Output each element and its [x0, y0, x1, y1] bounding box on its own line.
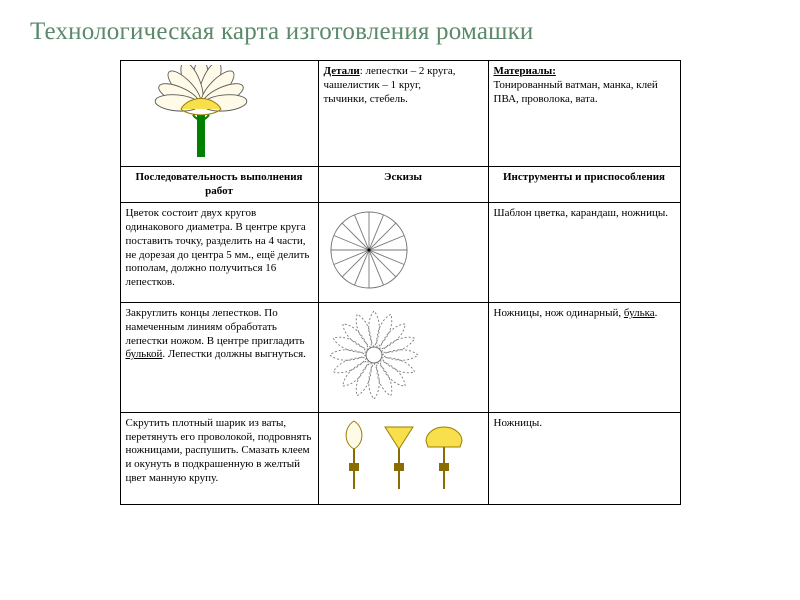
header-row: Последовательность выполнения работ Эски…	[120, 166, 680, 203]
top-row: Детали: лепестки – 2 круга, чашелистик –…	[120, 61, 680, 167]
details-label: Детали	[324, 65, 360, 77]
step2-seq-b: булькой	[126, 348, 163, 360]
page-title: Технологическая карта изготовления ромаш…	[30, 18, 770, 46]
flower-image-cell	[120, 61, 318, 167]
step3-sketch	[318, 412, 488, 504]
header-sketch: Эскизы	[318, 166, 488, 203]
daisy-illustration	[126, 65, 276, 157]
header-tools: Инструменты и приспособления	[488, 166, 680, 203]
step3-tools: Ножницы.	[488, 412, 680, 504]
step2-tools: Ножницы, нож одинарный, булька.	[488, 303, 680, 413]
step-row-1: Цветок состоит двух кругов одинакового д…	[120, 203, 680, 303]
step-row-2: Закруглить концы лепестков. По намеченны…	[120, 303, 680, 413]
header-seq: Последовательность выполнения работ	[120, 166, 318, 203]
radial-circle-sketch	[324, 207, 414, 293]
tech-card-table: Детали: лепестки – 2 круга, чашелистик –…	[120, 60, 681, 505]
step1-tools: Шаблон цветка, карандаш, ножницы.	[488, 203, 680, 303]
step2-sketch	[318, 303, 488, 413]
materials-text: Тонированный ватман, манка, клей ПВА, пр…	[494, 79, 658, 105]
page: Технологическая карта изготовления ромаш…	[0, 0, 800, 600]
step1-seq: Цветок состоит двух кругов одинакового д…	[120, 203, 318, 303]
step-row-3: Скрутить плотный шарик из ваты, перетяну…	[120, 412, 680, 504]
step3-seq: Скрутить плотный шарик из ваты, перетяну…	[120, 412, 318, 504]
materials-label: Материалы:	[494, 65, 556, 77]
step2-seq-c: . Лепестки должны выгнуться.	[162, 348, 306, 360]
materials-cell: Материалы: Тонированный ватман, манка, к…	[488, 61, 680, 167]
step1-sketch	[318, 203, 488, 303]
step2-tools-b: булька	[624, 307, 655, 319]
petal-flower-sketch	[324, 307, 424, 403]
step2-seq-a: Закруглить концы лепестков. По намеченны…	[126, 307, 305, 347]
details-cell: Детали: лепестки – 2 круга, чашелистик –…	[318, 61, 488, 167]
three-heads-sketch	[324, 417, 474, 495]
step2-tools-c: .	[655, 307, 658, 319]
step2-tools-a: Ножницы, нож одинарный,	[494, 307, 624, 319]
step2-seq: Закруглить концы лепестков. По намеченны…	[120, 303, 318, 413]
